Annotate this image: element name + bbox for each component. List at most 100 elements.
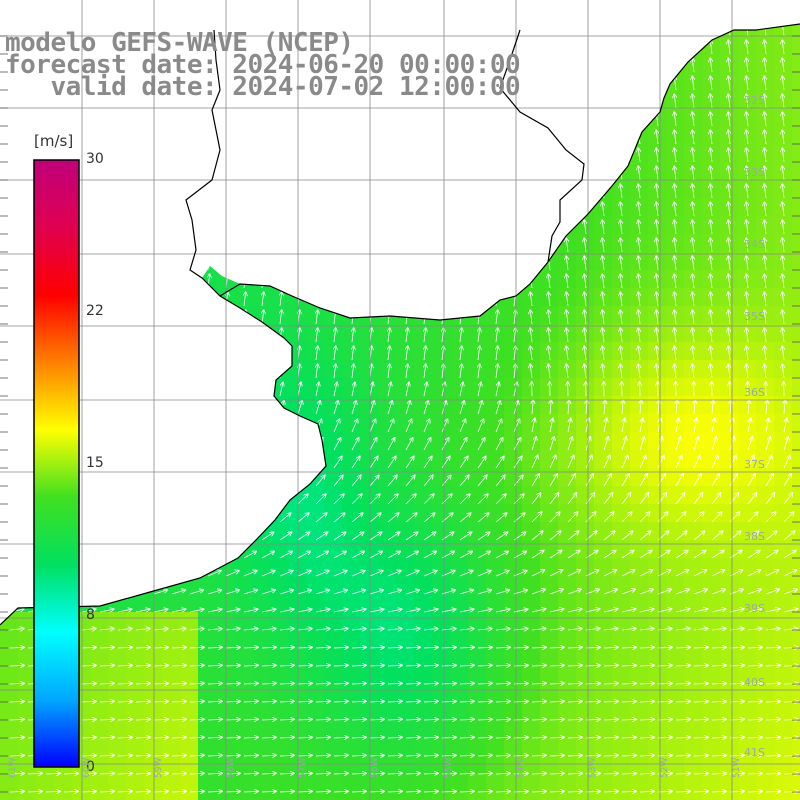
wind-arrow (710, 148, 712, 163)
field-cell (252, 432, 271, 451)
field-cell (432, 198, 451, 217)
wind-arrow (171, 456, 180, 469)
field-cell (702, 522, 721, 541)
field-cell (540, 558, 559, 577)
field-cell (504, 450, 523, 469)
wind-arrow (27, 419, 34, 433)
wind-arrow (100, 364, 102, 379)
wind-arrow (100, 256, 102, 271)
wind-arrow (9, 419, 16, 433)
field-cell (342, 306, 361, 325)
field-cell (288, 288, 307, 307)
field-cell (126, 306, 145, 325)
field-cell (180, 144, 199, 163)
field-cell (90, 666, 109, 685)
field-cell (360, 504, 379, 523)
wind-arrow (334, 238, 336, 253)
field-cell (738, 792, 757, 800)
wind-arrow (100, 130, 102, 145)
field-cell (540, 486, 559, 505)
wind-arrow (262, 166, 264, 181)
field-cell (234, 432, 253, 451)
field-cell (756, 738, 775, 757)
field-cell (774, 0, 793, 19)
wind-arrow (118, 256, 120, 271)
field-cell (108, 324, 127, 343)
wind-arrow (297, 456, 306, 469)
field-cell (666, 504, 685, 523)
field-cell (468, 522, 487, 541)
wind-arrow (334, 148, 336, 163)
wind-arrow (656, 130, 658, 145)
field-cell (396, 738, 415, 757)
field-cell (288, 360, 307, 379)
field-cell (702, 774, 721, 793)
field-cell (540, 24, 559, 37)
wind-arrow (136, 238, 138, 253)
field-cell (792, 468, 800, 487)
field-cell (486, 738, 505, 757)
field-cell (378, 576, 397, 595)
field-cell (792, 198, 800, 217)
field-cell (252, 774, 271, 793)
wind-arrow (514, 24, 516, 37)
wind-arrow (620, 40, 622, 55)
wind-arrow (424, 256, 426, 271)
lat-label: 39S (744, 602, 765, 615)
field-cell (486, 144, 505, 163)
field-cell (396, 252, 415, 271)
field-cell (504, 144, 523, 163)
field-cell (450, 234, 469, 253)
field-cell (684, 666, 703, 685)
field-cell (414, 144, 433, 163)
wind-arrow (728, 130, 730, 145)
field-cell (540, 36, 559, 55)
field-cell (72, 108, 91, 127)
wind-arrow (117, 456, 126, 469)
field-cell (270, 612, 289, 631)
field-cell (90, 180, 109, 199)
field-cell (612, 162, 631, 181)
field-cell (738, 666, 757, 685)
wind-arrow (135, 494, 146, 505)
wind-arrow (208, 148, 210, 163)
field-cell (504, 306, 523, 325)
field-cell (522, 792, 541, 800)
field-cell (576, 378, 595, 397)
wind-arrow (135, 571, 149, 577)
field-cell (180, 270, 199, 289)
field-cell (540, 234, 559, 253)
field-cell (216, 378, 235, 397)
field-cell (396, 306, 415, 325)
field-cell (288, 216, 307, 235)
field-cell (378, 468, 397, 487)
field-cell (342, 342, 361, 361)
field-cell (432, 126, 451, 145)
field-cell (468, 648, 487, 667)
field-cell (216, 666, 235, 685)
field-cell (306, 738, 325, 757)
field-cell (414, 198, 433, 217)
field-cell (792, 432, 800, 451)
field-cell (630, 522, 649, 541)
field-cell (684, 432, 703, 451)
field-cell (486, 198, 505, 217)
wind-arrow (316, 202, 318, 217)
field-cell (90, 342, 109, 361)
field-cell (396, 24, 415, 37)
wind-arrow (225, 513, 237, 523)
field-cell (144, 540, 163, 559)
field-cell (234, 648, 253, 667)
field-cell (252, 144, 271, 163)
field-cell (720, 432, 739, 451)
wind-arrow (782, 238, 784, 253)
field-cell (288, 666, 307, 685)
wind-arrow (117, 590, 131, 595)
field-cell (216, 486, 235, 505)
wind-arrow (602, 112, 604, 127)
wind-arrow (262, 184, 264, 199)
colorbar-tick-8: 8 (86, 607, 95, 623)
field-cell (144, 468, 163, 487)
field-cell (180, 414, 199, 433)
wind-arrow (81, 532, 94, 541)
